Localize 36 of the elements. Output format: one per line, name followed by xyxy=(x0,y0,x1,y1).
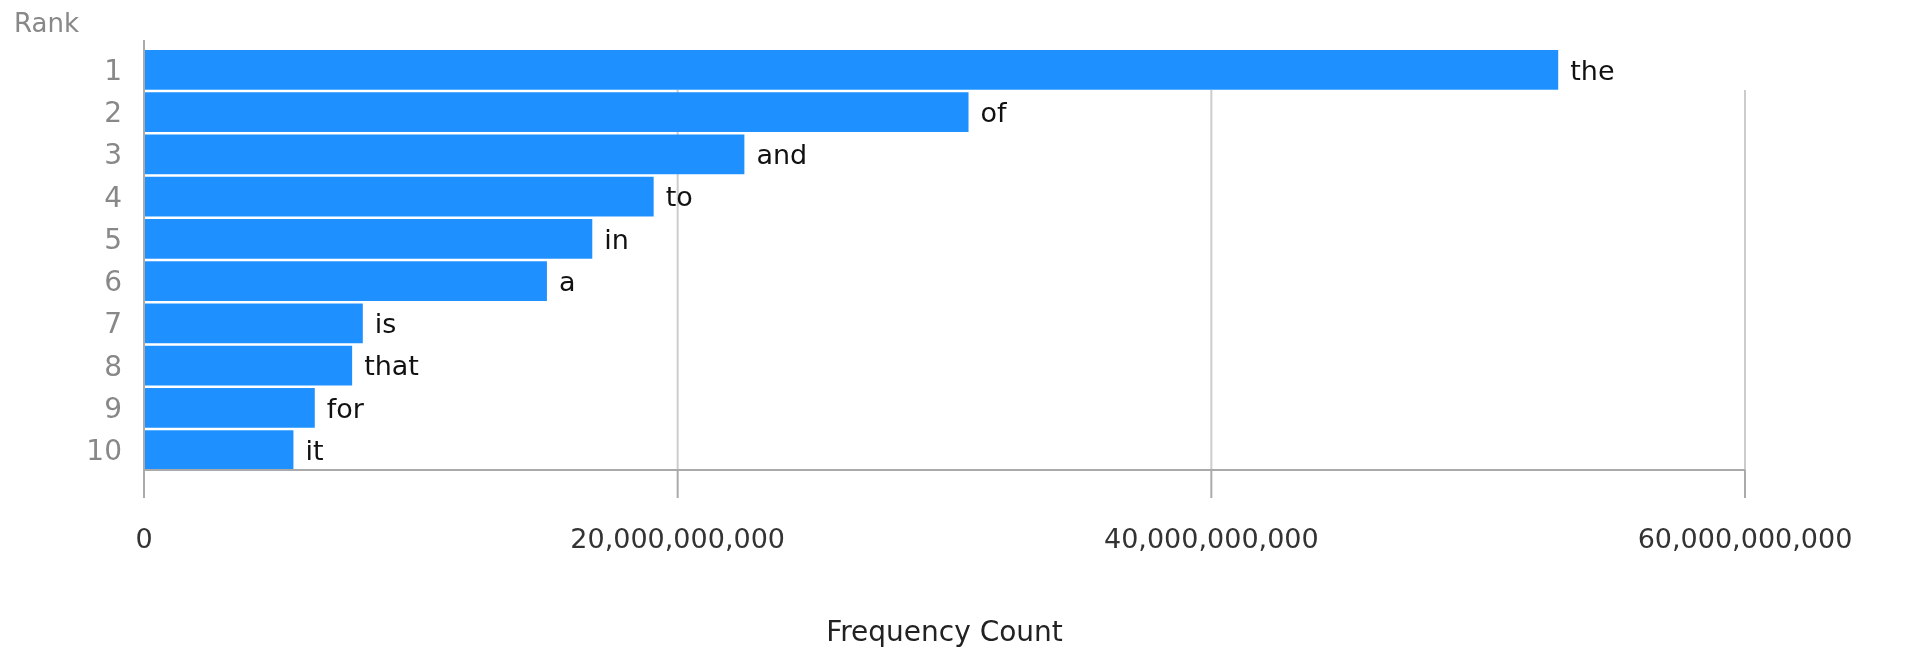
bar xyxy=(144,388,315,428)
annotation: and xyxy=(756,139,808,171)
bar xyxy=(144,134,745,175)
annotation: for xyxy=(326,392,365,424)
y-tick-label: 3 xyxy=(104,138,122,172)
y-axis-title: Rank xyxy=(14,8,79,38)
bar xyxy=(144,261,547,301)
annotation: in xyxy=(604,223,629,255)
y-tick-label: 7 xyxy=(104,307,122,341)
y-tick-label: 8 xyxy=(104,349,122,383)
y-tick-label: 9 xyxy=(104,391,122,425)
bar xyxy=(144,219,593,259)
y-tick-label: 2 xyxy=(104,96,122,130)
annotation: it xyxy=(305,434,324,466)
annotation: of xyxy=(980,96,1009,128)
bar xyxy=(144,176,654,217)
y-tick-label: 5 xyxy=(104,222,122,256)
annotation: to xyxy=(665,181,693,213)
y-tick-label: 4 xyxy=(104,180,122,214)
annotation: is xyxy=(374,308,397,340)
x-tick-label: 20,000,000,000 xyxy=(570,523,786,554)
annotation: a xyxy=(558,265,576,297)
annotation: the xyxy=(1570,54,1615,86)
x-tick-label: 60,000,000,000 xyxy=(1637,523,1853,554)
bar xyxy=(144,92,969,132)
x-tick-label: 40,000,000,000 xyxy=(1103,523,1319,554)
x-axis-title: Frequency Count xyxy=(826,615,1063,648)
y-tick-label: 10 xyxy=(86,434,122,468)
y-tick-label: 6 xyxy=(104,265,122,299)
y-tick-label: 1 xyxy=(104,53,122,87)
bar xyxy=(144,430,294,470)
bar xyxy=(144,345,353,386)
x-tick-label: 0 xyxy=(135,523,153,554)
bar xyxy=(144,50,1559,90)
annotation: that xyxy=(364,350,419,382)
bar xyxy=(144,303,363,344)
